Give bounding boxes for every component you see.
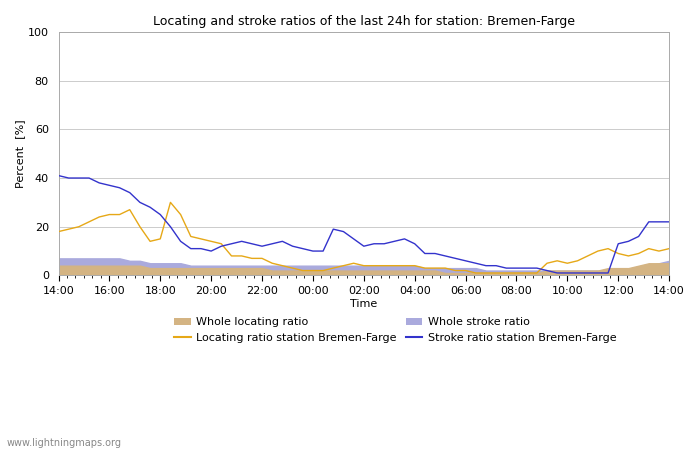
Text: www.lightningmaps.org: www.lightningmaps.org <box>7 438 122 448</box>
Legend: Whole locating ratio, Locating ratio station Bremen-Farge, Whole stroke ratio, S: Whole locating ratio, Locating ratio sta… <box>174 318 617 343</box>
Title: Locating and stroke ratios of the last 24h for station: Bremen-Farge: Locating and stroke ratios of the last 2… <box>153 15 575 28</box>
Y-axis label: Percent  [%]: Percent [%] <box>15 119 25 188</box>
X-axis label: Time: Time <box>350 299 377 309</box>
